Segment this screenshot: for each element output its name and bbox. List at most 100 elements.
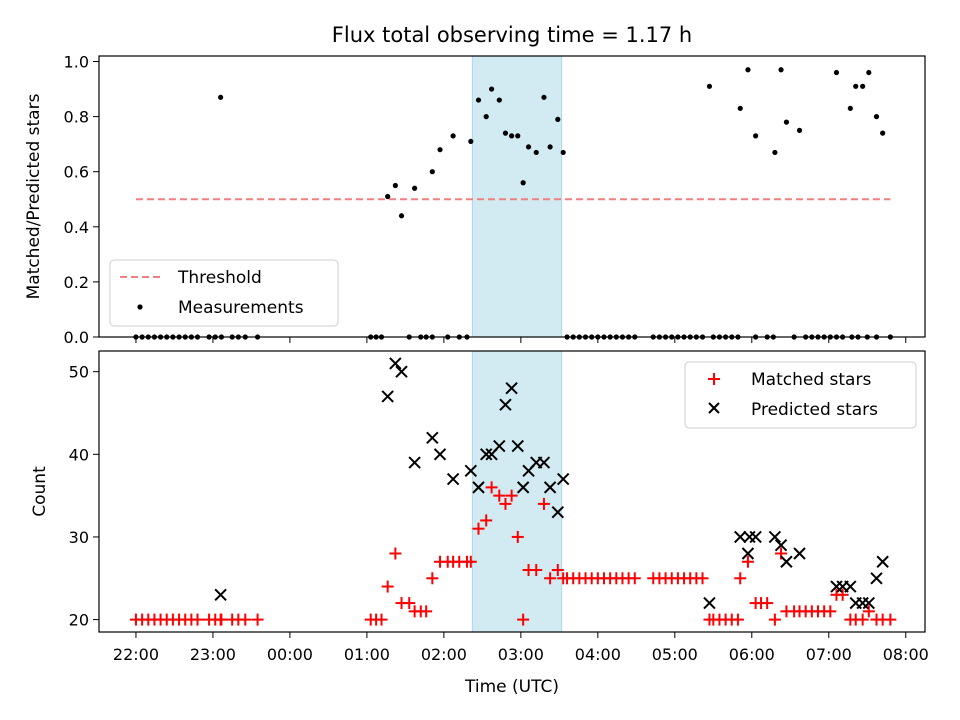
predicted-star-point — [516, 481, 530, 494]
y-axis-label: Matched/Predicted stars — [24, 93, 44, 299]
measurement-point — [412, 185, 418, 191]
measurement-point — [509, 133, 515, 139]
measurement-point — [483, 114, 489, 120]
matched-star-point — [537, 497, 550, 510]
matched-star-point — [426, 572, 439, 585]
ratio-panel: 0.0 0.2 0.4 0.6 0.8 1.0 Matched/Predicted star… — [24, 53, 926, 347]
predicted-star-point — [537, 456, 551, 469]
matched-star-point — [731, 613, 744, 626]
measurement-point — [525, 144, 532, 150]
x-tick-label: 06:00 — [729, 645, 775, 664]
x-tick-label: 04:00 — [575, 645, 621, 664]
predicted-star-point — [472, 481, 485, 494]
matched-star-point — [511, 530, 524, 543]
predicted-star-point — [395, 365, 408, 378]
x-tick-label: 22:00 — [113, 645, 159, 664]
matched-star-point — [499, 497, 512, 510]
matched-star-point — [761, 597, 774, 610]
x-tick-label: 01:00 — [344, 645, 390, 664]
matched-star-point — [251, 613, 264, 626]
measurement-point — [706, 83, 713, 89]
predicted-star-point — [870, 572, 883, 585]
matched-star-point — [551, 564, 564, 577]
measurement-point — [475, 97, 482, 103]
measurement-point — [873, 114, 880, 120]
measurement-point — [783, 119, 790, 125]
matched-star-point — [403, 597, 416, 610]
predicted-star-point — [464, 464, 478, 478]
matched-star-point — [696, 572, 709, 585]
y-tick-label: 50 — [69, 363, 89, 382]
measurement-point — [860, 83, 866, 89]
predicted-star-point — [389, 357, 402, 370]
x-tick-label: 05:00 — [652, 645, 698, 664]
measurement-point — [847, 105, 853, 111]
matched-star-point — [856, 613, 869, 626]
matched-star-point — [464, 555, 477, 568]
predicted-star-point — [511, 439, 524, 453]
predicted-star-point — [505, 381, 518, 395]
measurement-point — [429, 169, 435, 175]
matched-star-point — [768, 613, 781, 626]
measurement-point — [833, 69, 840, 76]
predicted-star-point — [780, 555, 793, 568]
predicted-star-point — [408, 456, 421, 469]
measurement-point — [772, 149, 778, 156]
measurement-point — [468, 138, 474, 145]
y-axis-label: Count — [30, 466, 50, 517]
predicted-star-point — [499, 398, 512, 411]
measurement-point — [502, 130, 509, 136]
matched-star-point — [862, 605, 875, 618]
predicted-star-point — [741, 547, 755, 560]
x-tick-label: 02:00 — [421, 645, 467, 664]
matched-star-point — [214, 613, 227, 626]
legend-predicted-label: Predicted stars — [751, 400, 878, 420]
matched-star-point — [505, 489, 518, 502]
legend-measurements-swatch — [137, 304, 143, 310]
x-axis-label: Time (UTC) — [464, 677, 559, 697]
measurement-point — [496, 97, 502, 103]
y-tick-label: 0.8 — [64, 108, 89, 127]
matched-star-point — [389, 547, 402, 560]
predicted-star-point — [426, 431, 439, 444]
matched-star-point — [480, 514, 493, 527]
predicted-star-point — [433, 448, 447, 461]
predicted-star-point — [876, 555, 889, 568]
measurement-point — [533, 149, 539, 156]
predicted-star-point — [793, 547, 806, 560]
legend-threshold-label: Threshold — [177, 268, 262, 288]
measurement-point — [450, 133, 456, 139]
highlight-span — [471, 55, 563, 338]
x-tick-label: 07:00 — [806, 645, 852, 664]
predicted-star-point — [703, 596, 716, 610]
count-plot-frame — [98, 350, 926, 633]
matched-star-point — [734, 572, 747, 585]
measurement-point — [560, 149, 566, 156]
matched-star-point — [472, 522, 485, 535]
y-tick-label: 30 — [69, 528, 89, 547]
predicted-star-point — [446, 472, 460, 486]
predicted-star-point — [844, 580, 857, 593]
measurement-point — [737, 105, 743, 111]
legend-count: Matched stars Predicted stars — [684, 361, 917, 429]
legend-matched-label: Matched stars — [751, 370, 871, 390]
predicted-star-point — [862, 596, 876, 610]
measurement-point — [745, 67, 751, 73]
predicted-star-point — [551, 505, 565, 519]
y-tick-label: 1.0 — [64, 53, 89, 72]
legend-measurements-label: Measurements — [178, 298, 304, 318]
x-tick-label: 23:00 — [190, 645, 236, 664]
measurement-point — [541, 94, 547, 100]
matched-star-point — [824, 605, 837, 618]
matched-star-point — [239, 613, 252, 626]
measurement-point — [796, 127, 803, 133]
matched-star-point — [628, 572, 641, 585]
legend-matched-swatch — [708, 373, 720, 385]
measurement-point — [853, 83, 859, 89]
matched-star-point — [191, 613, 204, 626]
y-tick-label: 0.6 — [64, 163, 89, 182]
matched-star-point — [493, 489, 506, 502]
y-tick-label: 0.4 — [64, 218, 89, 237]
y-tick-label: 40 — [69, 445, 89, 464]
predicted-star-point — [774, 539, 788, 552]
